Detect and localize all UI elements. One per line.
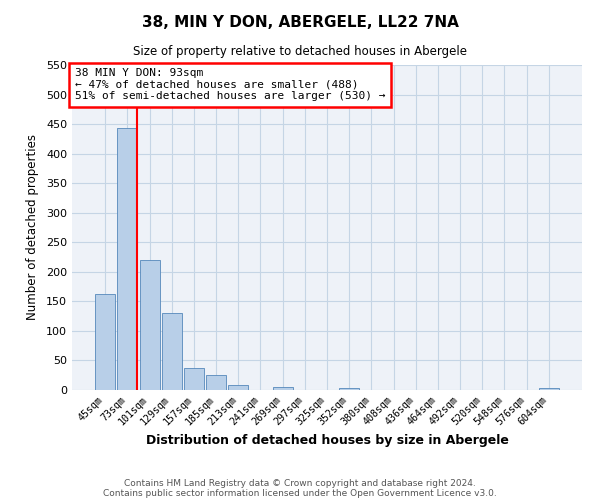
- Bar: [95, 294, 115, 390]
- Bar: [228, 384, 248, 390]
- Text: 38 MIN Y DON: 93sqm
← 47% of detached houses are smaller (488)
51% of semi-detac: 38 MIN Y DON: 93sqm ← 47% of detached ho…: [74, 68, 385, 102]
- X-axis label: Distribution of detached houses by size in Abergele: Distribution of detached houses by size …: [146, 434, 508, 448]
- Bar: [539, 388, 559, 390]
- Bar: [118, 128, 137, 390]
- Bar: [339, 388, 359, 390]
- Bar: [184, 368, 204, 390]
- Y-axis label: Number of detached properties: Number of detached properties: [26, 134, 39, 320]
- Text: 38, MIN Y DON, ABERGELE, LL22 7NA: 38, MIN Y DON, ABERGELE, LL22 7NA: [142, 15, 458, 30]
- Bar: [272, 387, 293, 390]
- Text: Contains HM Land Registry data © Crown copyright and database right 2024.: Contains HM Land Registry data © Crown c…: [124, 478, 476, 488]
- Bar: [162, 313, 182, 390]
- Bar: [206, 375, 226, 390]
- Text: Size of property relative to detached houses in Abergele: Size of property relative to detached ho…: [133, 45, 467, 58]
- Text: Contains public sector information licensed under the Open Government Licence v3: Contains public sector information licen…: [103, 488, 497, 498]
- Bar: [140, 260, 160, 390]
